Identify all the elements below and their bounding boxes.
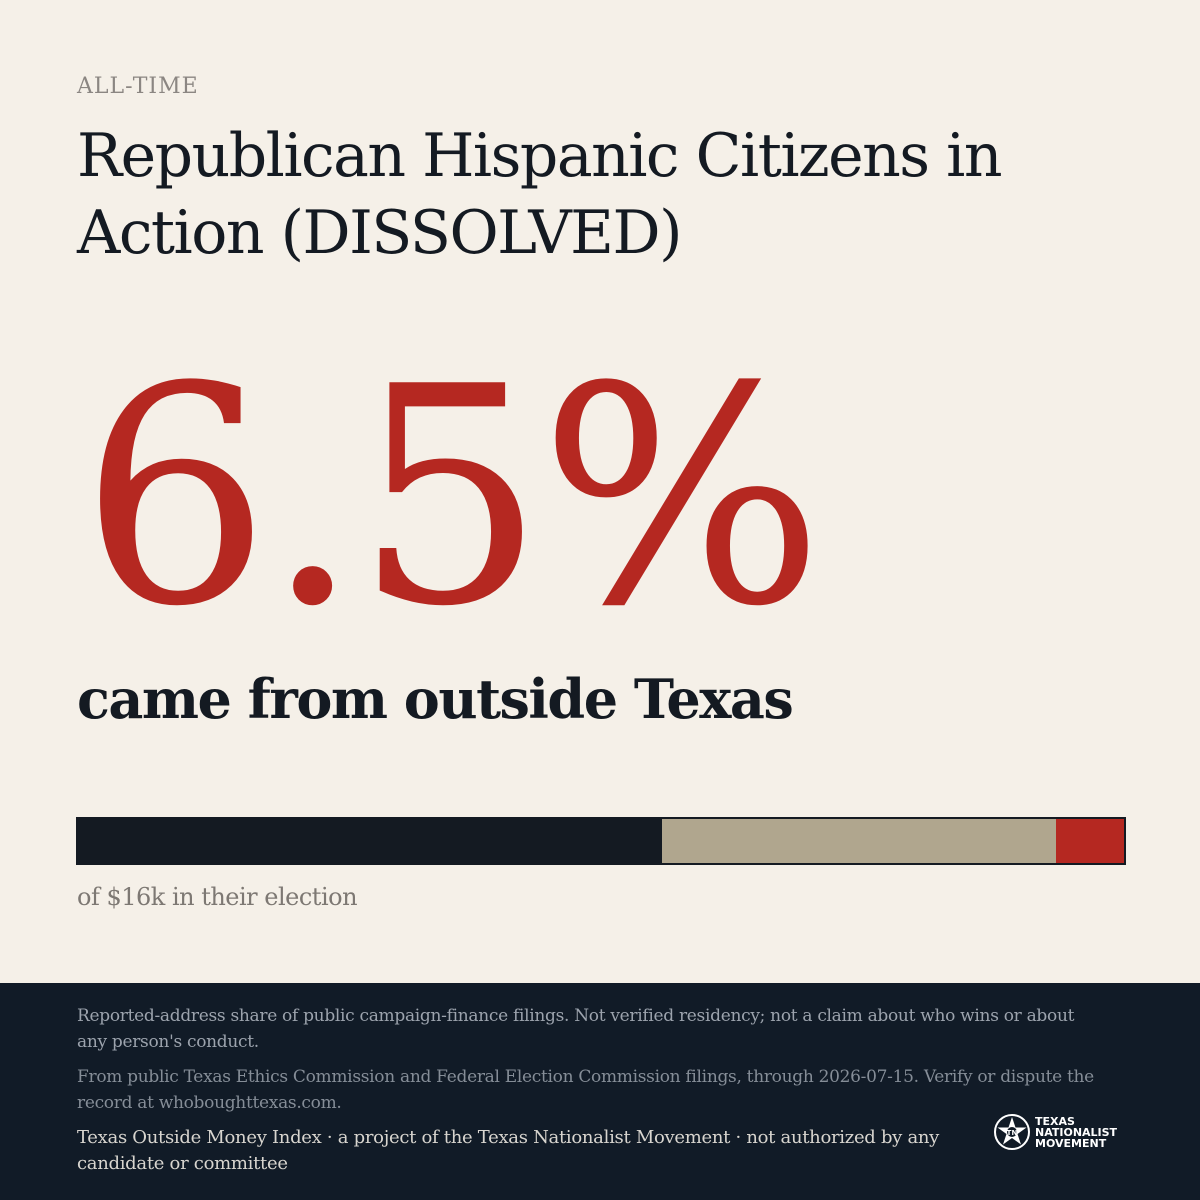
kicker-label: ALL-TIME [77,74,199,99]
bar-segment-outside-texas [1055,819,1124,863]
tnm-logo: TN TEXAS NATIONALIST MOVEMENT [993,1113,1117,1151]
footer-credit: Texas Outside Money Index · a project of… [77,1127,940,1174]
logo-line-3: MOVEMENT [1035,1136,1107,1150]
footer: Reported-address share of public campaig… [0,983,1200,1200]
bar-caption: of $16k in their election [77,883,358,911]
bar-segment-in-state-other [661,819,1056,863]
logo-line-1: TEXAS [1035,1114,1075,1128]
logo-line-2: NATIONALIST [1035,1125,1118,1139]
footer-source: From public Texas Ethics Commission and … [77,1067,1094,1113]
svg-text:TN: TN [1007,1129,1018,1137]
bar-segment-in-state-individual [78,819,662,863]
star-seal-icon: TN [994,1114,1030,1150]
headline-percent: 6.5% [80,323,824,672]
page-title: Republican Hispanic Citizens in Action (… [77,121,1002,268]
footer-disclaimer: Reported-address share of public campaig… [77,1006,1075,1052]
headline-subtitle: came from outside Texas [77,667,794,731]
share-bar [76,817,1126,865]
